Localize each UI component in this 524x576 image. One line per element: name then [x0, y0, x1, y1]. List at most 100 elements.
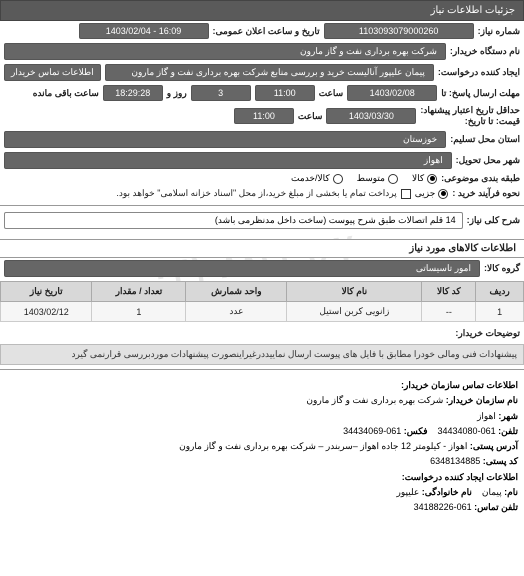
goods-group-value: امور تاسیساتی [4, 260, 480, 277]
panel-header: جزئیات اطلاعات نیاز [0, 0, 524, 21]
buy-flow-label: نحوه فرآیند خرید : [452, 188, 520, 199]
details-panel: جزئیات اطلاعات نیاز شماره نیاز: 11030930… [0, 0, 524, 520]
row-buy-flow: نحوه فرآیند خرید : جزیی پرداخت تمام یا ب… [0, 186, 524, 201]
cell-name: زانویی کربن استیل [287, 302, 422, 322]
cell-code: -- [422, 302, 476, 322]
need-number-value: 1103093079000260 [324, 23, 474, 39]
family-label: نام خانوادگی: [422, 487, 472, 497]
buyer-value: شرکت بهره برداری نفت و گاز مارون [4, 43, 446, 60]
divider [0, 369, 524, 370]
cell-qty: 1 [92, 302, 186, 322]
validity-date: 1403/03/30 [326, 108, 416, 124]
postcode-label: کد پستی: [483, 456, 518, 466]
checkbox-icon [401, 189, 411, 199]
row-creator: ایجاد کننده درخواست: پیمان علیپور آنالیس… [0, 62, 524, 83]
family-value: علیپور [396, 487, 419, 497]
city-value: اهواز [477, 411, 496, 421]
overview-label: شرح کلی نیاز: [467, 215, 520, 226]
creator-value: پیمان علیپور آنالیست خرید و بررسی منابع … [105, 64, 434, 81]
deadline-time: 11:00 [255, 85, 315, 101]
overview-value: 14 قلم اتصالات طبق شرح پیوست (ساخت داخل … [4, 212, 463, 229]
goods-table-header-row: ردیف کد کالا نام کالا واحد شمارش تعداد /… [1, 282, 524, 302]
radio-icon [438, 189, 448, 199]
goods-group-label: گروه کالا: [484, 263, 520, 274]
class-all-label: کالا [412, 173, 424, 184]
row-need-number: شماره نیاز: 1103093079000260 تاریخ و ساع… [0, 21, 524, 41]
contact-buyer-button[interactable]: اطلاعات تماس خریدار [4, 64, 101, 81]
class-radio-group: کالا متوسط کالا/خدمت [291, 173, 437, 184]
name-value: پیمان [482, 487, 502, 497]
cell-unit: عدد [186, 302, 287, 322]
buy-flow-partial-label: جزیی [415, 188, 436, 199]
contact-section-title: اطلاعات تماس سازمان خریدار: [401, 380, 518, 390]
need-number-label: شماره نیاز: [478, 26, 520, 37]
deadline-date: 1403/02/08 [347, 85, 437, 101]
location-label: استان محل تسلیم: [450, 134, 520, 145]
row-classification: طبقه بندی موضوعی: کالا متوسط کالا/خدمت [0, 171, 524, 186]
cell-row: 1 [476, 302, 524, 322]
row-delivery-city: شهر محل تحویل: اهواز [0, 150, 524, 171]
city-label: شهر: [498, 411, 518, 421]
announce-value: 16:09 - 1403/02/04 [79, 23, 209, 39]
col-name: نام کالا [287, 282, 422, 302]
fax-value: 061-34434069 [343, 426, 401, 436]
buy-flow-note-check[interactable] [401, 189, 411, 199]
phone-value: 061-34434080 [438, 426, 496, 436]
class-svc-label: کالا/خدمت [291, 173, 330, 184]
contact-info-block: اطلاعات تماس سازمان خریدار: نام سازمان خ… [0, 374, 524, 520]
validity-label1: حداقل تاریخ اعتبار پیشنهاد: [420, 105, 520, 116]
row-overview: شرح کلی نیاز: 14 قلم اتصالات طبق شرح پیو… [0, 210, 524, 231]
class-radio-mid[interactable]: متوسط [357, 173, 398, 184]
row-deadline: مهلت ارسال پاسخ: تا 1403/02/08 ساعت 11:0… [0, 83, 524, 103]
class-radio-svc[interactable]: کالا/خدمت [291, 173, 343, 184]
panel-title: جزئیات اطلاعات نیاز [431, 5, 515, 16]
col-date: تاریخ نیاز [1, 282, 92, 302]
buy-flow-note: پرداخت تمام یا بخشی از مبلغ خرید،از محل … [116, 188, 396, 199]
row-validity: حداقل تاریخ اعتبار پیشنهاد: قیمت: تا تار… [0, 103, 524, 129]
delivery-city-value: اهواز [4, 152, 452, 169]
deadline-time-label: ساعت [319, 88, 344, 99]
postcode-value: 6348134885 [430, 456, 480, 466]
org-value: شرکت بهره برداری نفت و گاز مارون [306, 395, 443, 405]
row-buyer-desc: توضیحات خریدار: [0, 326, 524, 341]
buy-flow-partial[interactable]: جزیی [415, 188, 449, 199]
validity-time-label: ساعت [298, 111, 323, 122]
divider [0, 205, 524, 206]
remain-time-label: ساعت باقی مانده [33, 88, 99, 99]
cell-date: 1403/02/12 [1, 302, 92, 322]
creator-label: ایجاد کننده درخواست: [438, 67, 520, 78]
creator-section-title: اطلاعات ایجاد کننده درخواست: [402, 472, 518, 482]
phone-label: تلفن: [498, 426, 518, 436]
cphone-value: 061-34188226 [414, 502, 472, 512]
remain-days: 3 [191, 85, 251, 101]
deadline-label: مهلت ارسال پاسخ: تا [441, 88, 520, 99]
buyer-label: نام دستگاه خریدار: [450, 46, 520, 57]
location-value: خوزستان [4, 131, 446, 148]
goods-section-title: اطلاعات کالاهای مورد نیاز [0, 239, 524, 258]
name-label: نام: [504, 487, 518, 497]
remain-day-label: روز و [167, 88, 187, 99]
delivery-city-label: شهر محل تحویل: [456, 155, 520, 166]
remain-time: 18:29:28 [103, 85, 163, 101]
org-label: نام سازمان خریدار: [446, 395, 518, 405]
class-radio-all[interactable]: کالا [412, 173, 437, 184]
radio-icon [388, 174, 398, 184]
goods-table: ردیف کد کالا نام کالا واحد شمارش تعداد /… [0, 281, 524, 322]
col-unit: واحد شمارش [186, 282, 287, 302]
class-mid-label: متوسط [357, 173, 385, 184]
cphone-label: تلفن تماس: [474, 502, 518, 512]
table-row[interactable]: 1 -- زانویی کربن استیل عدد 1 1403/02/12 [1, 302, 524, 322]
radio-icon [333, 174, 343, 184]
buyer-desc-value: پیشنهادات فنی ومالی خودرا مطابق با فایل … [0, 344, 524, 365]
buyer-desc-label: توضیحات خریدار: [455, 328, 520, 339]
col-row: ردیف [476, 282, 524, 302]
row-goods-group: گروه کالا: امور تاسیساتی [0, 258, 524, 279]
row-buyer: نام دستگاه خریدار: شرکت بهره برداری نفت … [0, 41, 524, 62]
announce-label: تاریخ و ساعت اعلان عمومی: [213, 26, 320, 37]
col-code: کد کالا [422, 282, 476, 302]
radio-icon [427, 174, 437, 184]
col-qty: تعداد / مقدار [92, 282, 186, 302]
validity-time: 11:00 [234, 108, 294, 124]
fax-label: فکس: [404, 426, 428, 436]
validity-label2: قیمت: تا تاریخ: [420, 116, 520, 127]
